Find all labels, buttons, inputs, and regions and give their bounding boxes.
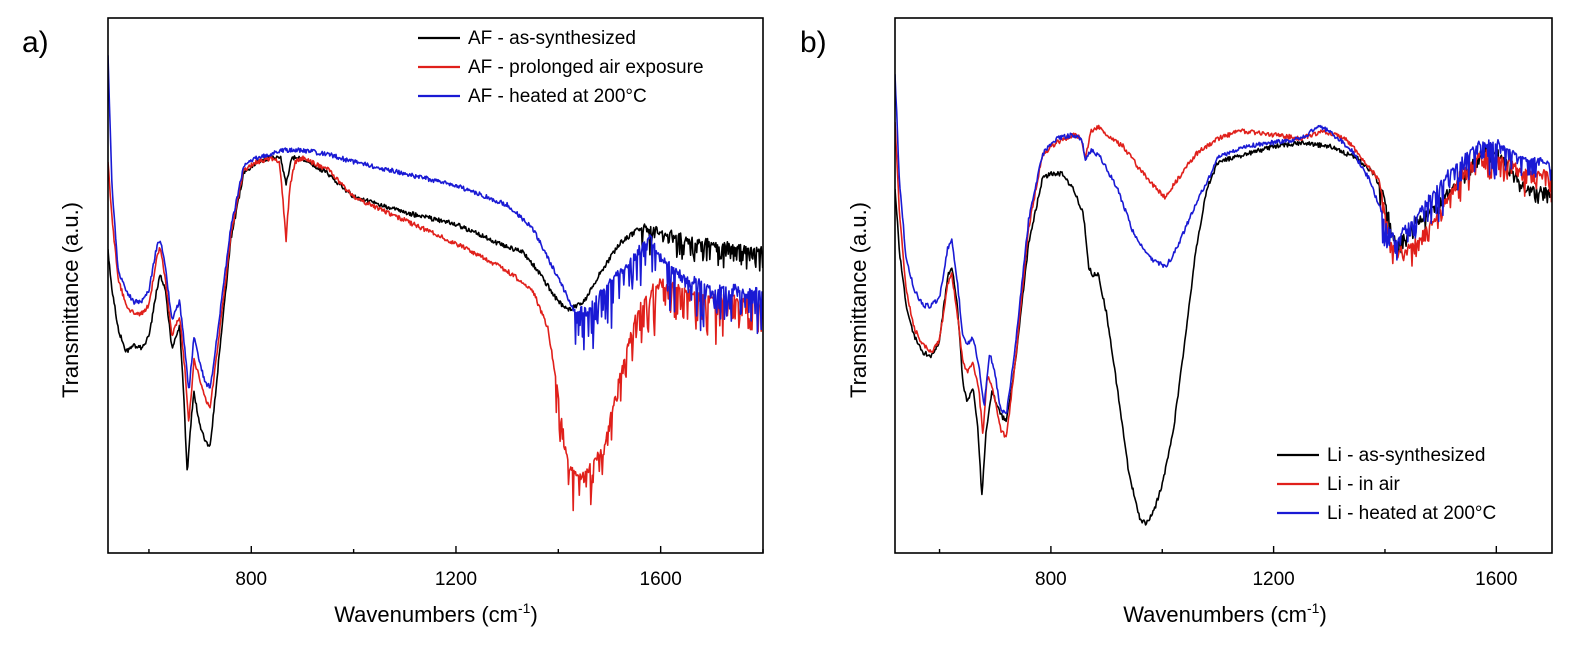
x-axis-title-b-close: ) <box>1319 602 1326 627</box>
x-tick-label: 800 <box>235 569 267 590</box>
x-axis-title-b: Wavenumbers (cm-1) <box>1123 600 1327 627</box>
x-tick-label: 800 <box>1035 569 1067 590</box>
series-line-3 <box>108 55 763 389</box>
panel-a: a) Transmittance (a.u.) Wavenumbers (cm-… <box>22 17 764 627</box>
x-axis-title-a-main: Wavenumbers (cm <box>334 602 518 627</box>
plot-frame <box>107 17 764 554</box>
series-group <box>108 55 763 512</box>
legend: AF - as-synthesized AF - prolonged air ex… <box>418 28 704 107</box>
legend-label: Li - heated at 200°C <box>1327 503 1496 524</box>
series-group <box>895 74 1552 526</box>
x-tick-label: 1600 <box>1475 569 1517 590</box>
legend-label: AF - heated at 200°C <box>468 86 647 107</box>
series-line-1 <box>108 155 763 471</box>
legend-label: AF - as-synthesized <box>468 28 636 49</box>
legend-label: Li - in air <box>1327 474 1401 495</box>
x-axis-title-b-unit-exponent: -1 <box>1307 600 1320 616</box>
x-axis-title-b-main: Wavenumbers (cm <box>1123 602 1307 627</box>
legend: Li - as-synthesized Li - in air Li - heate… <box>1277 445 1496 524</box>
panel-label-b: b) <box>800 26 827 59</box>
x-axis-title-a-close: ) <box>530 602 537 627</box>
series-line-1 <box>895 140 1552 526</box>
panel-b: b) Transmittance (a.u.) Wavenumbers (cm-… <box>800 17 1553 627</box>
x-axis-title-a: Wavenumbers (cm-1) <box>334 600 538 627</box>
legend-label: Li - as-synthesized <box>1327 445 1485 466</box>
x-tick-label: 1600 <box>640 569 682 590</box>
panel-label-a: a) <box>22 26 49 59</box>
x-tick-label: 1200 <box>435 569 477 590</box>
series-line-2 <box>895 121 1552 438</box>
y-axis-title-a: Transmittance (a.u.) <box>58 202 83 398</box>
x-axis-title-a-unit-exponent: -1 <box>518 600 531 616</box>
series-line-3 <box>895 74 1552 415</box>
x-tick-label: 1200 <box>1252 569 1294 590</box>
series-line-2 <box>108 155 763 512</box>
y-axis-title-b: Transmittance (a.u.) <box>846 202 871 398</box>
legend-label: AF - prolonged air exposure <box>468 57 704 78</box>
plot-frame <box>894 17 1553 554</box>
